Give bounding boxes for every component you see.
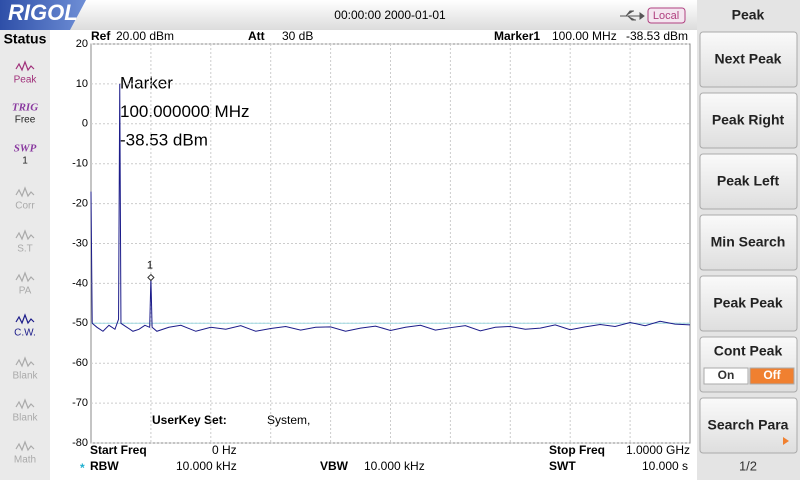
more-arrow [783, 437, 789, 445]
menu-button-label: Next Peak [715, 51, 782, 67]
option-label: Off [763, 368, 781, 382]
display-ref-label: Ref [91, 29, 111, 43]
menu-button[interactable] [699, 31, 798, 88]
status-title: Status [4, 31, 47, 47]
y-tick-label: -80 [72, 437, 88, 449]
display-start-value: 0 Hz [212, 443, 237, 457]
y-tick-label: -70 [72, 397, 88, 409]
display-ref-value: 20.00 dBm [116, 29, 174, 43]
option-label: On [718, 368, 735, 382]
menu-page: 1/2 [739, 458, 757, 473]
status-icon [15, 440, 35, 452]
local-button[interactable] [647, 7, 686, 24]
status-label: Peak [14, 75, 38, 86]
menu-button-label: Peak Peak [713, 295, 782, 311]
status-icon [15, 271, 35, 283]
marker-annotation: 100.000000 MHz [120, 102, 249, 121]
y-tick-label: -30 [72, 237, 88, 249]
status-label: S.T [17, 244, 33, 255]
logo-bg [0, 0, 86, 30]
menu-button-label: Peak Right [712, 112, 785, 128]
y-tick-label: -50 [72, 317, 88, 329]
display-marker-level: -38.53 dBm [626, 29, 688, 43]
datetime: 00:00:00 2000-01-01 [334, 8, 446, 22]
status-label: Corr [15, 201, 35, 212]
menu-title: Peak [732, 7, 765, 23]
display-userkey-label: UserKey Set: [152, 413, 227, 427]
usb-icon [620, 10, 645, 21]
menu-button-label: Peak Left [717, 173, 780, 189]
status-label: PA [19, 286, 32, 297]
display-marker-freq: 100.00 MHz [552, 29, 617, 43]
marker-label: 1 [147, 259, 153, 271]
status-title: TRIG [12, 102, 38, 114]
menu-button[interactable] [699, 153, 798, 210]
y-tick-label: 20 [76, 38, 88, 50]
status-icon [15, 186, 35, 198]
marker-annotation: -38.53 dBm [120, 130, 208, 149]
status-label: Free [15, 115, 36, 126]
y-tick-label: 0 [82, 118, 88, 130]
status-label: Math [14, 455, 36, 466]
logo: RIGOL [8, 0, 78, 25]
menu-button[interactable] [699, 214, 798, 271]
display-vbw-label: VBW [320, 459, 349, 473]
y-tick-label: -20 [72, 198, 88, 210]
display-start-label: Start Freq [90, 443, 147, 457]
display-userkey-value: System, [267, 413, 310, 427]
status-icon [15, 398, 35, 410]
display-rbw-value: 10.000 kHz [176, 459, 237, 473]
status-label: Blank [12, 413, 38, 424]
display-rbw-label: RBW [90, 459, 119, 473]
trace [90, 83, 691, 332]
menu-button-label: Cont Peak [714, 343, 783, 359]
menu-button[interactable] [699, 397, 798, 454]
marker-point [147, 273, 155, 282]
y-tick-label: 10 [76, 78, 88, 90]
display-vbw-value: 10.000 kHz [364, 459, 425, 473]
marker-annotation: Marker [120, 73, 173, 92]
y-tick-label: -60 [72, 357, 88, 369]
y-tick-label: -40 [72, 277, 88, 289]
local-label: Local [653, 10, 679, 22]
status-title: SWP [14, 143, 37, 155]
menu-button[interactable] [699, 275, 798, 332]
top-bar [0, 0, 697, 30]
option[interactable] [703, 367, 749, 385]
status-icon [15, 356, 35, 368]
display-stop-value: 1.0000 GHz [626, 443, 690, 457]
menu-button-label: Min Search [711, 234, 786, 250]
status-icon [15, 313, 35, 325]
display-att-label: Att [248, 29, 265, 43]
status-panel [0, 30, 50, 480]
display-swt-value: 10.000 s [642, 459, 688, 473]
display-stop-label: Stop Freq [549, 443, 605, 457]
status-label: Blank [12, 371, 38, 382]
menu-button-label: Search Para [708, 417, 789, 433]
status-icon [15, 60, 35, 72]
menu-button[interactable] [699, 92, 798, 149]
display-swt-label: SWT [549, 459, 576, 473]
y-tick-label: -10 [72, 158, 88, 170]
display-marker-label: Marker1 [494, 29, 540, 43]
status-label: 1 [22, 156, 28, 167]
status-label: C.W. [14, 328, 36, 339]
status-icon [15, 229, 35, 241]
display-rbw-flag: * [80, 461, 85, 475]
option[interactable] [749, 367, 795, 385]
display-att-value: 30 dB [282, 29, 313, 43]
